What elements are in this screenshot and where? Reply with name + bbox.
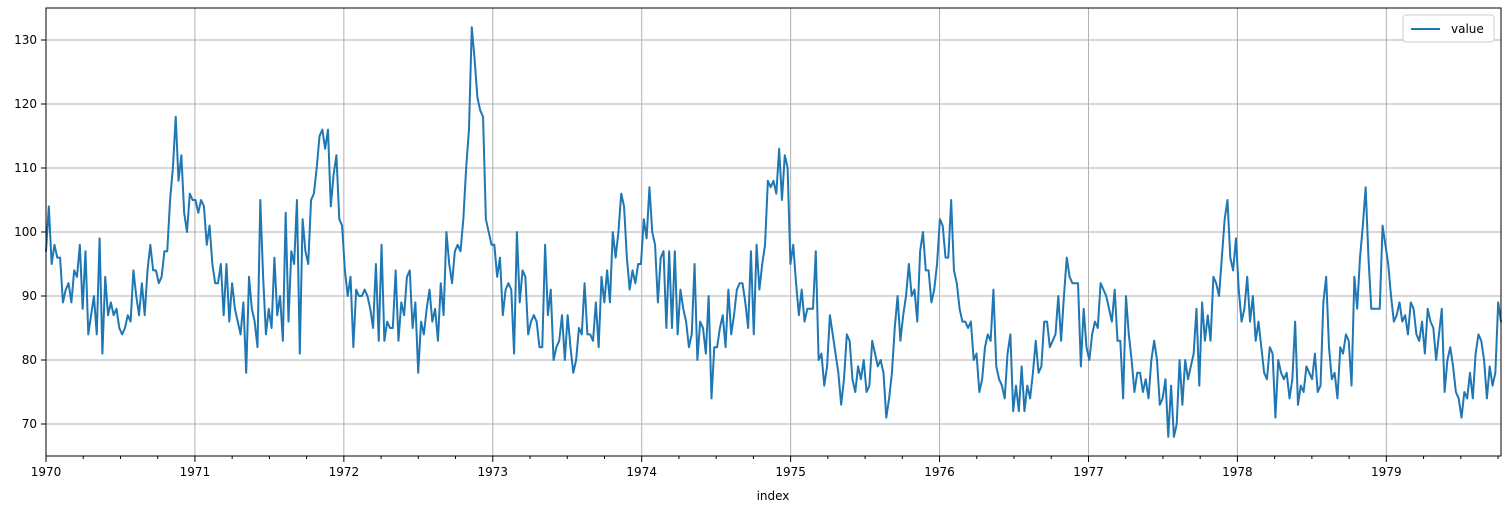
x-tick-label: 1972	[329, 465, 360, 479]
y-tick-label: 70	[22, 417, 37, 431]
x-tick-label: 1970	[31, 465, 62, 479]
x-tick-label: 1971	[180, 465, 211, 479]
x-tick-label: 1979	[1371, 465, 1402, 479]
grid	[45, 8, 1501, 456]
x-tick-label: 1978	[1222, 465, 1253, 479]
x-tick-label: 1974	[626, 465, 657, 479]
x-axis-title: index	[757, 489, 790, 503]
y-tick-label: 130	[14, 33, 37, 47]
x-tick-label: 1973	[478, 465, 509, 479]
y-tick-label: 110	[14, 161, 37, 175]
y-tick-label: 80	[22, 353, 37, 367]
x-tick-label: 1976	[924, 465, 955, 479]
y-tick-label: 120	[14, 97, 37, 111]
axis-ticks: 1970 1971 1972 1973 1974 1975 1976 1977 1978 1979…	[14, 33, 1499, 479]
legend: value	[1402, 14, 1495, 43]
y-tick-label: 90	[22, 289, 37, 303]
x-tick-label: 1977	[1073, 465, 1104, 479]
series-line-value	[45, 26, 1502, 438]
legend-box	[1402, 14, 1495, 43]
x-tick-label: 1975	[775, 465, 806, 479]
y-tick-label: 100	[14, 225, 37, 239]
legend-label: value	[1451, 22, 1484, 36]
